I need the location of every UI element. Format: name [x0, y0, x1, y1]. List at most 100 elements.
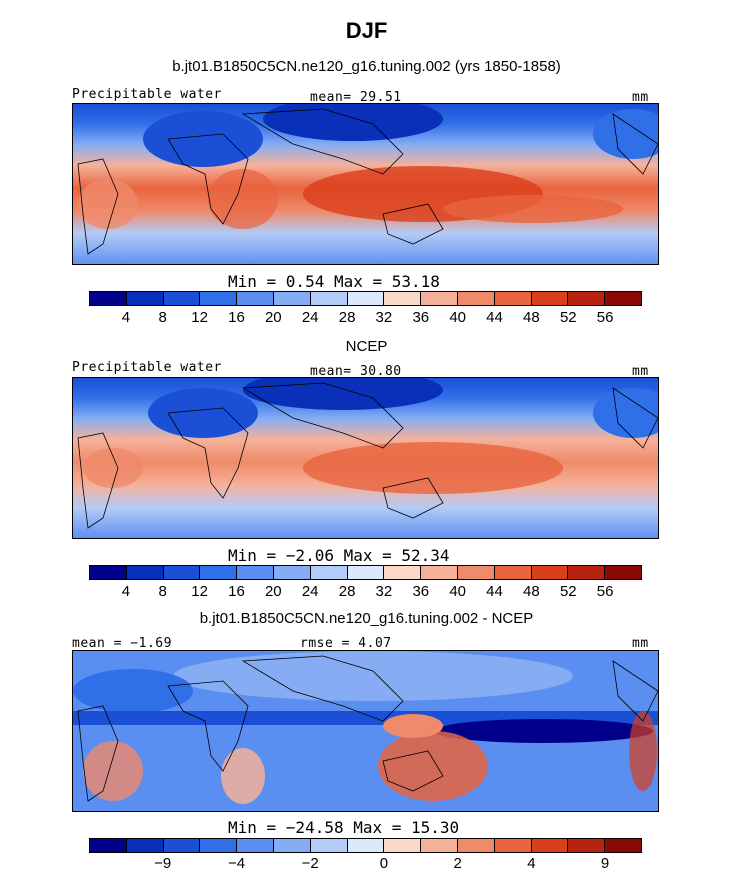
colorbar-swatch	[90, 566, 127, 579]
tick-label: 36	[412, 309, 430, 326]
colorbar-swatch	[200, 566, 238, 579]
tick-label: 40	[449, 583, 467, 600]
colorbar-swatch	[457, 566, 495, 579]
panel2-minmax: Min = −2.06 Max = 52.34	[228, 546, 450, 565]
panel2-subtitle: NCEP	[345, 338, 388, 355]
panel2-colorbar-ticks: 4 8 12 16 20 24 28 32 36 40 44 48 52 56 …	[89, 583, 642, 601]
panel1-variable-label: Precipitable water	[72, 87, 222, 102]
colorbar-swatch	[347, 566, 385, 579]
panel3-units-label: mm	[632, 636, 649, 651]
colorbar-swatch	[457, 839, 495, 852]
panel3-map-svg	[73, 651, 658, 811]
tick-label: 48	[523, 309, 540, 326]
tick-label: 48	[523, 583, 540, 600]
panel1-colorbar-ticks: 4 8 12 16 20 24 28 32 36 40 44 48 52 56 …	[89, 309, 642, 327]
tick-label: 36	[412, 583, 430, 600]
colorbar-swatch	[494, 839, 532, 852]
tick-label: 9	[600, 855, 610, 872]
colorbar-swatch	[126, 292, 164, 305]
colorbar-swatch	[531, 839, 569, 852]
colorbar-swatch	[384, 839, 422, 852]
colorbar-swatch	[126, 839, 164, 852]
tick-label: 4	[121, 583, 131, 600]
tick-label: 8	[158, 583, 167, 600]
colorbar-swatch	[310, 839, 348, 852]
panel2-units-label: mm	[632, 364, 649, 379]
colorbar-swatch	[384, 292, 422, 305]
tick-label: 24	[301, 309, 319, 326]
panel1-minmax: Min = 0.54 Max = 53.18	[228, 272, 440, 291]
colorbar-swatch	[126, 566, 164, 579]
colorbar-swatch	[384, 566, 422, 579]
tick-label: 32	[375, 583, 393, 600]
season-title: DJF	[345, 18, 388, 43]
colorbar-swatch	[90, 292, 127, 305]
colorbar-swatch	[347, 292, 385, 305]
colorbar-swatch	[531, 292, 569, 305]
tick-label: −9	[154, 855, 172, 872]
tick-label: 32	[375, 309, 393, 326]
colorbar-swatch	[200, 292, 238, 305]
colorbar-swatch	[347, 839, 385, 852]
colorbar-swatch	[310, 292, 348, 305]
colorbar-swatch	[605, 566, 641, 579]
colorbar-swatch	[494, 292, 532, 305]
tick-label: 4	[527, 855, 536, 872]
panel3-map	[72, 650, 659, 812]
colorbar-swatch	[90, 839, 127, 852]
tick-label: 12	[191, 309, 208, 326]
tick-label: −4	[227, 855, 246, 872]
tick-label: 44	[486, 309, 503, 326]
colorbar-swatch	[310, 566, 348, 579]
tick-label: 40	[449, 309, 467, 326]
panel3-rmse-label: rmse = 4.07	[300, 636, 392, 651]
tick-label: 8	[158, 309, 167, 326]
panel3-mean-label: mean = −1.69	[72, 636, 172, 651]
tick-label: 20	[264, 309, 282, 326]
colorbar-swatch	[457, 292, 495, 305]
panel2-colorbar	[89, 565, 642, 580]
colorbar-swatch	[163, 566, 201, 579]
colorbar-swatch	[605, 292, 641, 305]
tick-label: 44	[486, 583, 503, 600]
colorbar-swatch	[531, 566, 569, 579]
colorbar-swatch	[568, 292, 606, 305]
panel3-colorbar	[89, 838, 642, 853]
tick-label: 52	[559, 583, 577, 600]
tick-label: 28	[338, 583, 356, 600]
tick-label: 12	[191, 583, 208, 600]
colorbar-swatch	[568, 839, 606, 852]
colorbar-swatch	[568, 566, 606, 579]
tick-label: 16	[228, 583, 245, 600]
panel2-mean-label: mean= 30.80	[310, 364, 402, 379]
panel2-map	[72, 377, 659, 539]
panel2-variable-label: Precipitable water	[72, 360, 222, 375]
colorbar-swatch	[494, 566, 532, 579]
tick-label: 56	[596, 309, 614, 326]
tick-label: 52	[559, 309, 577, 326]
colorbar-swatch	[273, 839, 311, 852]
colorbar-swatch	[163, 839, 201, 852]
panel1-colorbar	[89, 291, 642, 306]
panel1-mean-label: mean= 29.51	[310, 90, 402, 105]
colorbar-swatch	[273, 292, 311, 305]
colorbar-swatch	[273, 566, 311, 579]
colorbar-swatch	[605, 839, 641, 852]
colorbar-swatch	[421, 566, 458, 579]
colorbar-swatch	[200, 839, 238, 852]
tick-label: 2	[453, 855, 462, 872]
tick-label: 24	[301, 583, 319, 600]
tick-label: −2	[301, 855, 319, 872]
tick-label: 16	[228, 309, 245, 326]
panel1-subtitle: b.jt01.B1850C5CN.ne120_g16.tuning.002 (y…	[172, 58, 561, 75]
tick-label: 56	[596, 583, 614, 600]
tick-label: 20	[264, 583, 282, 600]
panel3-minmax: Min = −24.58 Max = 15.30	[228, 818, 460, 837]
colorbar-swatch	[237, 839, 274, 852]
panel2-map-svg	[73, 378, 658, 538]
panel1-units-label: mm	[632, 90, 649, 105]
colorbar-swatch	[421, 292, 458, 305]
panel3-colorbar-ticks: −9 −4 −2 0 2 4 9	[89, 855, 642, 873]
panel1-map	[72, 103, 659, 265]
tick-label: 28	[338, 309, 356, 326]
